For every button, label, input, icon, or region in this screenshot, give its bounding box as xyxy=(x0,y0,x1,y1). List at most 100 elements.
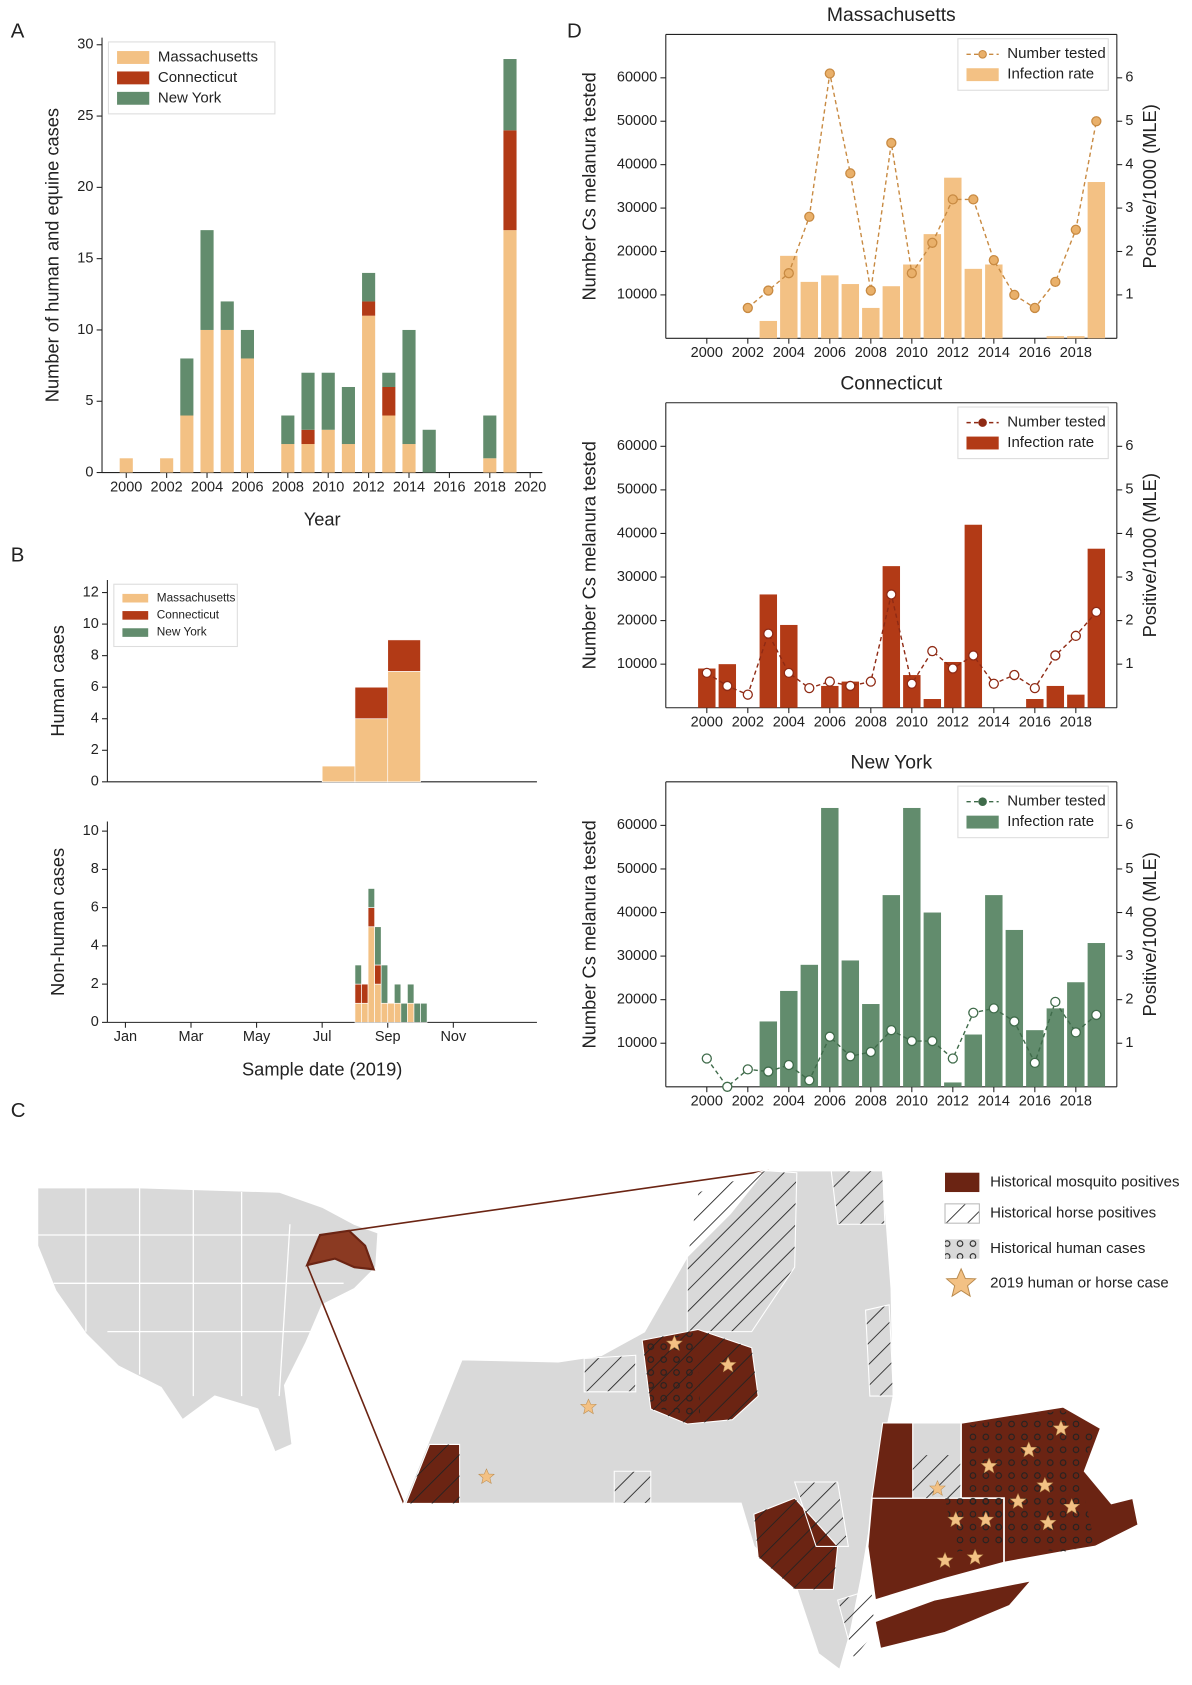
x-tick-label: 2002 xyxy=(732,715,764,731)
chart-title: New York xyxy=(851,753,933,774)
bar-segment xyxy=(503,130,517,231)
bar xyxy=(1087,548,1106,708)
y-tick-label: 50000 xyxy=(617,482,657,498)
legend-swatch xyxy=(946,1268,977,1297)
x-tick-label: 2018 xyxy=(1060,345,1092,361)
legend-swatch xyxy=(966,815,999,829)
y-tick-label: 10 xyxy=(83,616,99,632)
legend-swatch xyxy=(978,418,987,427)
bar xyxy=(964,1034,983,1087)
chart: Connecticut 10000 20000 30000 40000 50000 6000… xyxy=(578,374,1160,731)
bar xyxy=(698,668,716,708)
chart: New York 10000 20000 30000 40000 50000 60000 1 2… xyxy=(578,753,1160,1110)
bar-segment xyxy=(341,444,355,473)
line xyxy=(706,594,1097,696)
chart: B 0 2 4 6 8 10 12 Human cases Massachusetts Connec… xyxy=(11,545,537,790)
line-marker xyxy=(968,650,979,661)
bar xyxy=(985,895,1003,1087)
y-tick-label: 2 xyxy=(91,976,99,992)
line-marker xyxy=(927,645,938,657)
legend-label: Infection rate xyxy=(1007,434,1094,451)
histogram-segment xyxy=(367,888,375,908)
x-tick-label: 2006 xyxy=(814,715,846,731)
legend-swatch xyxy=(944,1203,980,1224)
bar-segment xyxy=(362,315,376,473)
y2-axis-label: Positive/1000 (MLE) xyxy=(1139,104,1160,268)
line-marker xyxy=(1070,630,1081,641)
y-tick-label: 30000 xyxy=(617,569,657,585)
y-tick-label: 60000 xyxy=(617,70,657,86)
y-axis-label: Human cases xyxy=(47,625,68,737)
x-tick-label: 2014 xyxy=(978,345,1010,361)
y2-tick-label: 4 xyxy=(1125,525,1133,541)
bar-segment xyxy=(301,429,315,445)
x-tick-label: 2014 xyxy=(393,479,425,495)
x-tick-label: 2006 xyxy=(814,345,846,361)
bar xyxy=(759,320,778,339)
legend-swatch xyxy=(122,611,149,620)
y-tick-label: 40000 xyxy=(617,525,657,541)
line-marker xyxy=(742,302,753,314)
histogram-segment xyxy=(393,983,402,1004)
bar-segment xyxy=(281,415,295,445)
y2-tick-label: 2 xyxy=(1125,612,1133,628)
bar-segment xyxy=(503,230,517,473)
panel-label: B xyxy=(11,545,25,567)
bar xyxy=(882,286,901,339)
bar-segment xyxy=(321,372,335,430)
x-tick-label: 2000 xyxy=(691,345,723,361)
bar xyxy=(882,566,901,708)
bar xyxy=(841,960,860,1087)
line-marker xyxy=(783,1059,794,1071)
y-tick-label: 40000 xyxy=(617,904,657,920)
bar xyxy=(759,1021,778,1087)
line-marker xyxy=(947,194,958,205)
line-marker xyxy=(906,268,917,279)
x-tick-label: 2010 xyxy=(896,1094,928,1110)
chart-title: Connecticut xyxy=(840,374,943,395)
histogram-segment xyxy=(393,1002,402,1023)
histogram-segment xyxy=(413,1002,421,1023)
x-tick-label: 2008 xyxy=(855,1094,887,1110)
legend-swatch xyxy=(978,797,987,806)
y-axis-label: Non-human cases xyxy=(47,848,68,996)
zoom-line xyxy=(348,1169,770,1232)
y-axis-label: Number Cs melanura tested xyxy=(578,72,599,300)
y-axis-label: Number Cs melanura tested xyxy=(578,820,599,1048)
x-tick-label: 2016 xyxy=(433,479,465,495)
horse-hatch xyxy=(686,1170,798,1333)
y2-axis-label: Positive/1000 (MLE) xyxy=(1139,852,1160,1016)
legend-label: Massachusetts xyxy=(157,590,236,604)
legend-swatch xyxy=(945,1239,980,1259)
y-tick-label: 30 xyxy=(77,37,93,53)
x-tick-label: 2012 xyxy=(937,715,969,731)
horse-hatch xyxy=(793,1481,849,1547)
line-marker xyxy=(783,268,794,279)
y-tick-label: 40000 xyxy=(617,156,657,172)
histogram-segment xyxy=(354,718,389,783)
x-tick-label: 2010 xyxy=(312,479,344,495)
bar-segment xyxy=(240,329,254,359)
y-tick-label: 10 xyxy=(77,322,93,338)
y2-tick-label: 3 xyxy=(1125,569,1133,585)
legend-swatch xyxy=(945,1172,980,1193)
x-tick-label: 2018 xyxy=(474,479,506,495)
bar-segment xyxy=(402,444,416,473)
bar xyxy=(821,807,839,1087)
line-marker xyxy=(722,1081,733,1092)
bar xyxy=(1005,929,1024,1087)
y-tick-label: 20000 xyxy=(617,991,657,1007)
chart-title: Massachusetts xyxy=(827,5,956,26)
bar xyxy=(944,177,962,339)
y-axis-label: Number of human and equine cases xyxy=(42,108,63,402)
line-marker xyxy=(886,1025,897,1036)
x-tick-label: 2018 xyxy=(1060,715,1092,731)
bar-segment xyxy=(382,386,396,416)
y2-tick-label: 6 xyxy=(1125,70,1133,86)
line-marker xyxy=(988,1003,999,1014)
y-tick-label: 4 xyxy=(91,938,99,954)
line-marker xyxy=(1050,276,1061,288)
line-marker xyxy=(1029,1057,1040,1068)
legend-box xyxy=(957,38,1109,91)
